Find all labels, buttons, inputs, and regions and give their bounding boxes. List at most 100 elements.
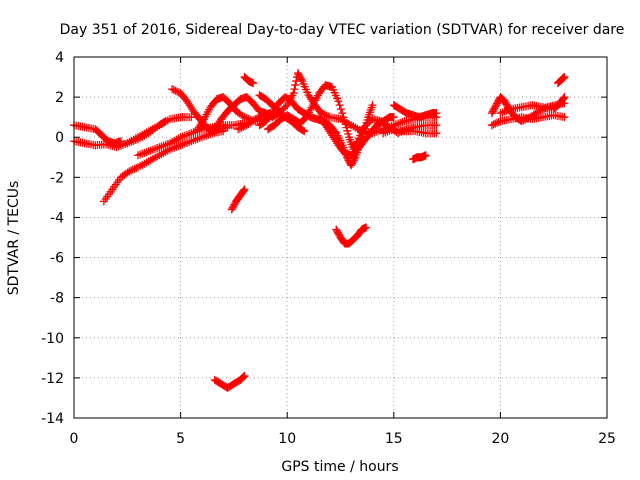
data-point bbox=[240, 371, 249, 380]
data-point bbox=[326, 129, 335, 138]
series-track-13 bbox=[315, 113, 398, 160]
data-point bbox=[240, 185, 249, 194]
series-track-19 bbox=[210, 371, 249, 392]
series-track-18 bbox=[227, 185, 249, 214]
data-point bbox=[291, 81, 300, 90]
data-point bbox=[339, 113, 348, 122]
data-point bbox=[322, 123, 331, 132]
data-point bbox=[325, 127, 334, 136]
data-point bbox=[182, 97, 191, 106]
data-point bbox=[214, 119, 223, 128]
data-point bbox=[362, 223, 371, 232]
data-point bbox=[559, 94, 568, 103]
data-point bbox=[368, 101, 377, 110]
data-point bbox=[305, 93, 314, 102]
data-point bbox=[489, 120, 498, 129]
data-point bbox=[320, 110, 329, 119]
y-tick-label: -12 bbox=[41, 371, 64, 387]
series-track-12 bbox=[255, 91, 309, 136]
data-point bbox=[389, 113, 398, 122]
data-point bbox=[239, 372, 248, 381]
data-point bbox=[173, 87, 182, 96]
data-point bbox=[334, 97, 343, 106]
data-point bbox=[491, 119, 500, 128]
series-track-17 bbox=[240, 73, 258, 88]
data-point bbox=[249, 79, 258, 88]
y-tick-label: -14 bbox=[41, 411, 64, 427]
data-point bbox=[338, 109, 347, 118]
y-tick-label: 4 bbox=[55, 50, 64, 66]
x-tick-label: 5 bbox=[176, 431, 185, 447]
data-point bbox=[185, 101, 194, 110]
data-point bbox=[130, 164, 139, 173]
data-point bbox=[128, 165, 137, 174]
data-point bbox=[194, 123, 203, 132]
series-track-16 bbox=[234, 109, 275, 134]
data-point bbox=[494, 117, 503, 126]
data-point bbox=[213, 121, 222, 130]
data-point bbox=[266, 109, 275, 118]
data-point bbox=[186, 103, 195, 112]
data-point bbox=[238, 373, 247, 382]
data-point bbox=[432, 121, 441, 130]
y-tick-label: -6 bbox=[50, 251, 64, 267]
data-point bbox=[324, 125, 333, 134]
series-track-20 bbox=[332, 223, 371, 248]
data-point bbox=[193, 125, 202, 134]
data-point bbox=[132, 164, 141, 173]
data-point bbox=[560, 93, 569, 102]
y-tick-label: 0 bbox=[55, 130, 64, 146]
data-point bbox=[184, 99, 193, 108]
data-point bbox=[335, 101, 344, 110]
chart-title: Day 351 of 2016, Sidereal Day-to-day VTE… bbox=[60, 22, 625, 38]
data-point bbox=[560, 113, 569, 122]
y-tick-label: -8 bbox=[50, 291, 64, 307]
data-point bbox=[304, 91, 313, 100]
series-track-24 bbox=[496, 93, 569, 118]
data-point bbox=[127, 166, 136, 175]
data-point bbox=[237, 123, 246, 132]
data-point bbox=[196, 121, 205, 130]
data-point bbox=[336, 105, 345, 114]
data-point bbox=[234, 125, 243, 134]
data-point bbox=[560, 73, 569, 82]
data-point bbox=[432, 129, 441, 138]
tick-labels: 0 5 10 15 20 25 -14 -12 -10 -8 -6 -4 -2 0 2 4 bbox=[41, 50, 616, 447]
x-axis-label: GPS time / hours bbox=[281, 459, 398, 475]
data-point bbox=[322, 111, 331, 120]
y-tick-label: 2 bbox=[55, 90, 64, 106]
data-point bbox=[169, 85, 178, 94]
data-point bbox=[256, 112, 265, 121]
x-tick-label: 10 bbox=[278, 431, 296, 447]
data-point bbox=[366, 116, 375, 125]
data-point bbox=[251, 115, 260, 124]
data-point bbox=[168, 85, 177, 94]
y-axis-label: SDTVAR / TECUs bbox=[6, 181, 22, 296]
series-track-10 bbox=[255, 93, 377, 170]
data-point bbox=[421, 151, 430, 160]
x-tick-label: 20 bbox=[491, 431, 509, 447]
data-point bbox=[187, 113, 196, 122]
data-point bbox=[210, 125, 219, 134]
data-point bbox=[252, 114, 261, 123]
plot-frame bbox=[73, 56, 608, 419]
y-tick-label: -4 bbox=[50, 210, 64, 226]
data-point bbox=[324, 112, 333, 121]
data-point bbox=[239, 186, 248, 195]
data-point bbox=[298, 126, 307, 135]
series-track-14 bbox=[389, 101, 441, 122]
data-point bbox=[330, 135, 339, 144]
data-point bbox=[240, 121, 249, 130]
data-point bbox=[211, 123, 220, 132]
data-point bbox=[238, 111, 247, 120]
data-points bbox=[70, 69, 569, 392]
data-point bbox=[235, 124, 244, 133]
data-point bbox=[327, 131, 336, 140]
x-tick-label: 15 bbox=[385, 431, 403, 447]
data-point bbox=[297, 75, 306, 84]
data-point bbox=[239, 122, 248, 131]
data-point bbox=[123, 168, 132, 177]
data-point bbox=[331, 137, 340, 146]
